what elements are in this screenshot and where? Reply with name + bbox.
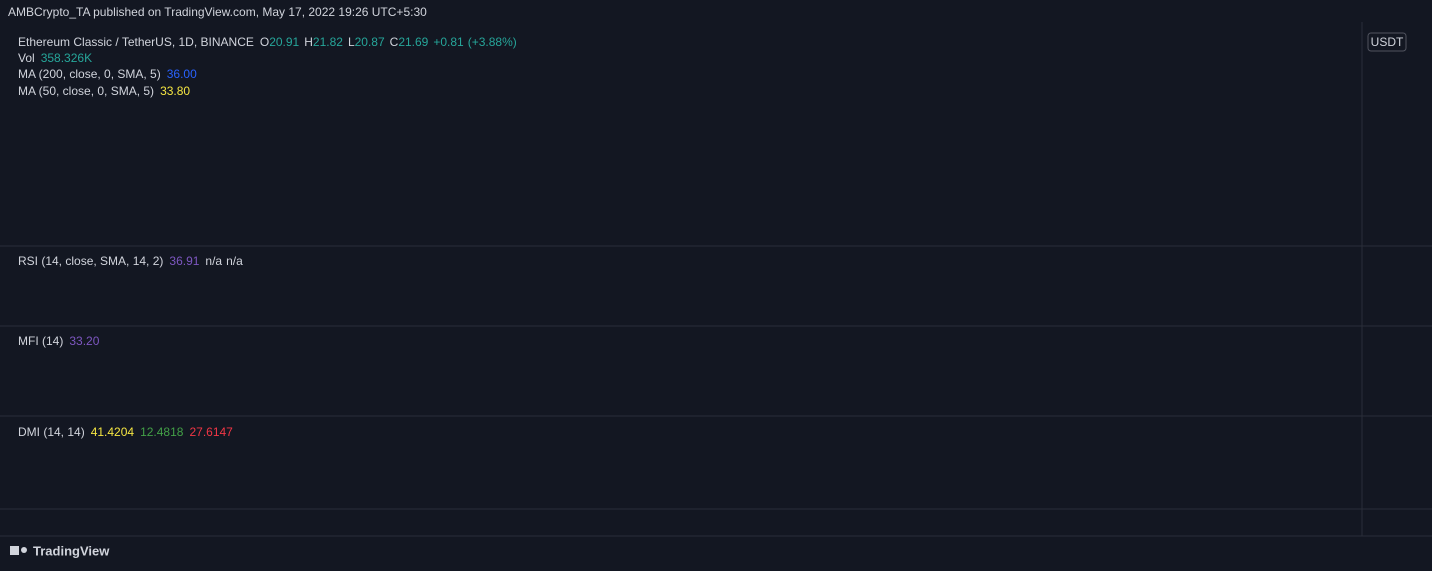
open-value: 20.91 bbox=[269, 35, 299, 49]
na-label: n/a bbox=[226, 254, 243, 268]
ohlc-letter: C bbox=[390, 35, 399, 49]
symbol-title: Ethereum Classic / TetherUS, 1D, BINANCE bbox=[18, 35, 254, 49]
dmi-value: 12.4818 bbox=[140, 425, 184, 439]
volume-name: Vol bbox=[18, 51, 35, 65]
mfi-legend: MFI (14) 33.20 bbox=[18, 334, 100, 348]
currency-box[interactable] bbox=[1367, 32, 1407, 52]
rsi-legend: RSI (14, close, SMA, 14, 2) 36.91 n/a n/a bbox=[18, 254, 243, 268]
mfi-value: 33.20 bbox=[69, 334, 99, 348]
price-legend: Ethereum Classic / TetherUS, 1D, BINANCE… bbox=[18, 35, 517, 49]
change-percent: (+3.88%) bbox=[468, 35, 517, 49]
change-value: +0.81 bbox=[433, 35, 464, 49]
close-value: 21.69 bbox=[398, 35, 428, 49]
brand: TradingView bbox=[33, 543, 110, 558]
volume-value: 358.326K bbox=[41, 51, 92, 65]
ohlc-letter: L bbox=[348, 35, 355, 49]
volume-legend: Vol 358.326K bbox=[18, 51, 92, 65]
dmi-value: 27.6147 bbox=[189, 425, 233, 439]
high-value: 21.82 bbox=[313, 35, 343, 49]
rsi-value: 36.91 bbox=[169, 254, 199, 268]
ma-name: MA (50, close, 0, SMA, 5) bbox=[18, 84, 154, 98]
footer: TradingView bbox=[10, 543, 110, 558]
ma-legend: MA (200, close, 0, SMA, 5) 36.00 bbox=[18, 67, 197, 81]
ohlc-letter: H bbox=[304, 35, 313, 49]
na-label: n/a bbox=[205, 254, 222, 268]
mfi-title: MFI (14) bbox=[18, 334, 63, 348]
dmi-legend: DMI (14, 14) 41.4204 12.4818 27.6147 bbox=[18, 425, 233, 439]
ma-value: 36.00 bbox=[167, 67, 197, 81]
rsi-title: RSI (14, close, SMA, 14, 2) bbox=[18, 254, 163, 268]
currency[interactable]: USDT bbox=[1371, 35, 1404, 49]
dmi-title: DMI (14, 14) bbox=[18, 425, 85, 439]
published: AMBCrypto_TA published on TradingView.co… bbox=[8, 5, 427, 19]
ohlc-letter: O bbox=[260, 35, 269, 49]
logo-mark bbox=[10, 546, 19, 555]
ma-name: MA (200, close, 0, SMA, 5) bbox=[18, 67, 161, 81]
logo-dot bbox=[21, 547, 27, 553]
ma-legend: MA (50, close, 0, SMA, 5) 33.80 bbox=[18, 84, 190, 98]
dmi-value: 41.4204 bbox=[91, 425, 135, 439]
low-value: 20.87 bbox=[355, 35, 385, 49]
header-bar bbox=[0, 0, 1432, 22]
ma-value: 33.80 bbox=[160, 84, 190, 98]
